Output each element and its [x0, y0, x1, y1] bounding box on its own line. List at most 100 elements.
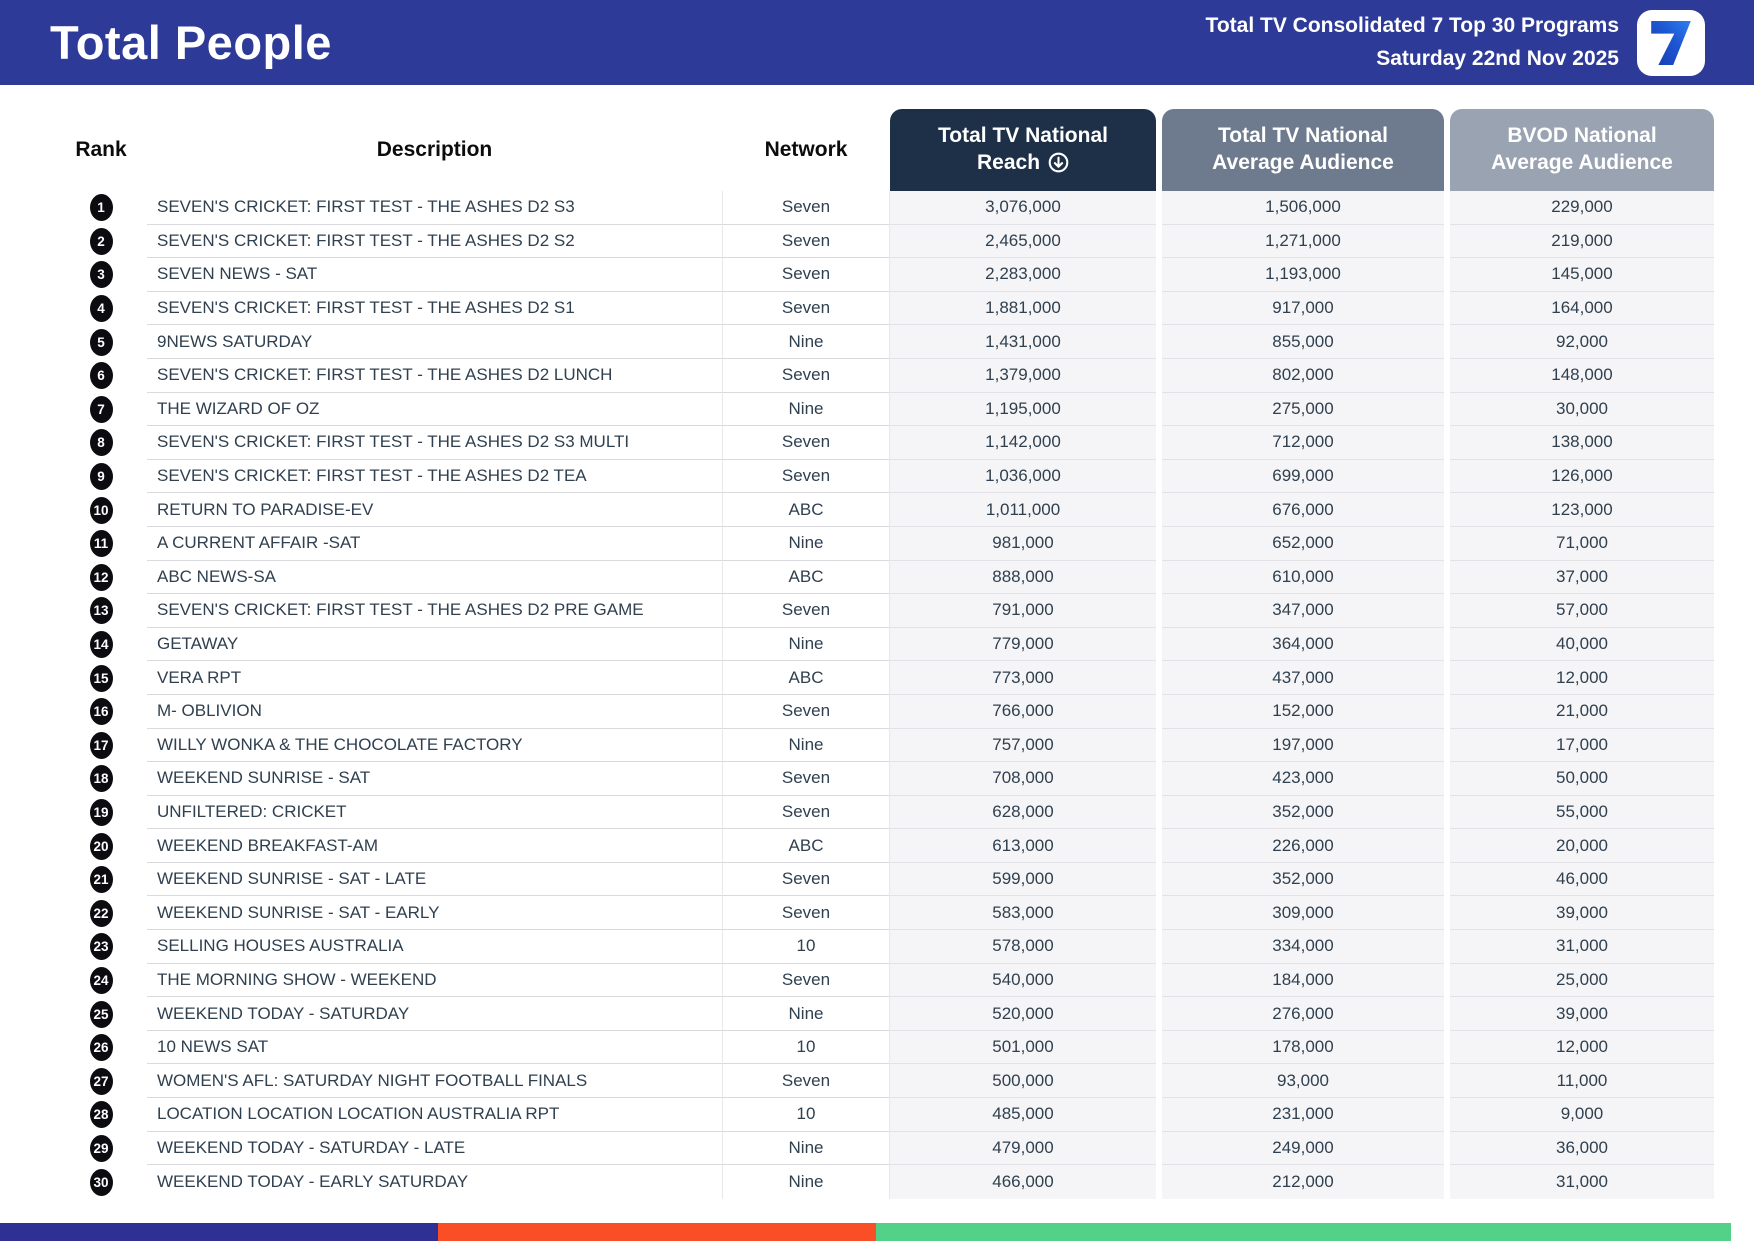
- program-network: Seven: [722, 258, 890, 292]
- reach-value: 2,465,000: [890, 224, 1156, 259]
- reach-value: 500,000: [890, 1064, 1156, 1099]
- rank-cell: 14: [55, 628, 147, 662]
- program-network: Seven: [722, 896, 890, 931]
- program-description: SEVEN'S CRICKET: FIRST TEST - THE ASHES …: [147, 359, 722, 393]
- reach-value: 578,000: [890, 930, 1156, 964]
- rank-badge: 3: [89, 261, 113, 289]
- bvod-value: 71,000: [1450, 526, 1714, 561]
- rank-badge: 23: [89, 933, 113, 961]
- program-network: Nine: [722, 997, 890, 1031]
- program-description: SEVEN'S CRICKET: FIRST TEST - THE ASHES …: [147, 191, 722, 225]
- rank-cell: 29: [55, 1132, 147, 1166]
- table-header-row: Rank Description Network Total TV Nation…: [55, 109, 1714, 191]
- rank-badge: 8: [89, 429, 113, 457]
- reach-value: 888,000: [890, 560, 1156, 595]
- table-row: 30 WEEKEND TODAY - EARLY SATURDAY Nine 4…: [55, 1165, 1714, 1199]
- table-row: 21 WEEKEND SUNRISE - SAT - LATE Seven 59…: [55, 862, 1714, 897]
- bvod-value: 219,000: [1450, 224, 1714, 259]
- program-description: SEVEN'S CRICKET: FIRST TEST - THE ASHES …: [147, 426, 722, 460]
- table-row: 12 ABC NEWS-SA ABC 888,000 610,000 37,00…: [55, 560, 1714, 595]
- rank-badge: 2: [89, 227, 113, 255]
- program-description: WEEKEND BREAKFAST-AM: [147, 829, 722, 863]
- bvod-value: 25,000: [1450, 963, 1714, 998]
- reach-value: 1,011,000: [890, 493, 1156, 527]
- reach-value: 613,000: [890, 829, 1156, 863]
- program-description: WEEKEND SUNRISE - SAT - EARLY: [147, 896, 722, 931]
- bvod-value: 31,000: [1450, 930, 1714, 964]
- program-description: SEVEN'S CRICKET: FIRST TEST - THE ASHES …: [147, 460, 722, 494]
- program-network: ABC: [722, 829, 890, 863]
- reach-value: 1,379,000: [890, 358, 1156, 393]
- program-network: Nine: [722, 526, 890, 561]
- column-header-network: Network: [764, 138, 848, 161]
- program-description: VERA RPT: [147, 661, 722, 695]
- program-description: RETURN TO PARADISE-EV: [147, 493, 722, 527]
- rank-badge: 22: [89, 899, 113, 927]
- program-network: Seven: [722, 1064, 890, 1099]
- rank-badge: 20: [89, 832, 113, 860]
- avg-audience-value: 275,000: [1162, 392, 1444, 427]
- reach-header-line1: Total TV National: [938, 123, 1108, 147]
- program-network: Seven: [722, 963, 890, 998]
- rank-cell: 13: [55, 594, 147, 628]
- rank-cell: 8: [55, 426, 147, 460]
- footer-segment-blue: [0, 1223, 438, 1241]
- reach-value: 708,000: [890, 762, 1156, 796]
- program-network: Nine: [722, 728, 890, 763]
- reach-value: 3,076,000: [890, 191, 1156, 225]
- program-description: ABC NEWS-SA: [147, 561, 722, 595]
- bvod-value: 57,000: [1450, 594, 1714, 628]
- bvod-value: 55,000: [1450, 795, 1714, 830]
- avg-audience-value: 352,000: [1162, 795, 1444, 830]
- program-network: ABC: [722, 493, 890, 527]
- table-row: 8 SEVEN'S CRICKET: FIRST TEST - THE ASHE…: [55, 426, 1714, 460]
- table-row: 22 WEEKEND SUNRISE - SAT - EARLY Seven 5…: [55, 896, 1714, 931]
- report-subtitle: Total TV Consolidated 7 Top 30 Programs …: [1206, 10, 1619, 75]
- avg-header-line1: Total TV National: [1218, 123, 1388, 147]
- rank-cell: 9: [55, 460, 147, 494]
- rank-cell: 2: [55, 225, 147, 259]
- rank-cell: 19: [55, 796, 147, 830]
- rank-badge: 13: [89, 597, 113, 625]
- rank-cell: 10: [55, 493, 147, 527]
- rank-badge: 21: [89, 866, 113, 894]
- program-network: Seven: [722, 694, 890, 729]
- bvod-value: 123,000: [1450, 493, 1714, 527]
- rank-cell: 26: [55, 1031, 147, 1065]
- table-row: 15 VERA RPT ABC 773,000 437,000 12,000: [55, 661, 1714, 695]
- rank-cell: 17: [55, 729, 147, 763]
- avg-header-line2: Average Audience: [1212, 151, 1394, 174]
- program-network: Seven: [722, 191, 890, 225]
- program-network: ABC: [722, 661, 890, 695]
- bvod-value: 12,000: [1450, 661, 1714, 695]
- rank-cell: 18: [55, 762, 147, 796]
- avg-audience-value: 249,000: [1162, 1131, 1444, 1166]
- table-row: 14 GETAWAY Nine 779,000 364,000 40,000: [55, 627, 1714, 662]
- table-row: 4 SEVEN'S CRICKET: FIRST TEST - THE ASHE…: [55, 291, 1714, 326]
- bvod-value: 20,000: [1450, 829, 1714, 863]
- rank-badge: 14: [89, 631, 113, 659]
- rank-badge: 28: [89, 1101, 113, 1129]
- table-row: 28 LOCATION LOCATION LOCATION AUSTRALIA …: [55, 1098, 1714, 1132]
- reach-value: 1,036,000: [890, 459, 1156, 494]
- reach-value: 540,000: [890, 963, 1156, 998]
- footer-segment-orange: [438, 1223, 876, 1241]
- reach-value: 766,000: [890, 694, 1156, 729]
- rank-badge: 7: [89, 395, 113, 423]
- program-network: 10: [722, 930, 890, 964]
- avg-audience-value: 802,000: [1162, 358, 1444, 393]
- reach-value: 1,195,000: [890, 392, 1156, 427]
- reach-value: 1,142,000: [890, 426, 1156, 460]
- table-row: 13 SEVEN'S CRICKET: FIRST TEST - THE ASH…: [55, 594, 1714, 628]
- avg-audience-value: 712,000: [1162, 426, 1444, 460]
- program-network: Seven: [722, 594, 890, 628]
- rank-badge: 18: [89, 765, 113, 793]
- rank-cell: 22: [55, 896, 147, 930]
- program-description: WEEKEND TODAY - EARLY SATURDAY: [157, 1172, 469, 1192]
- table-row: 25 WEEKEND TODAY - SATURDAY Nine 520,000…: [55, 997, 1714, 1031]
- program-network: 10: [722, 1098, 890, 1132]
- program-description: GETAWAY: [147, 628, 722, 662]
- rank-cell: 27: [55, 1064, 147, 1098]
- bvod-value: 92,000: [1450, 325, 1714, 359]
- column-header-total-tv-reach[interactable]: Total TV National Reach: [890, 109, 1156, 191]
